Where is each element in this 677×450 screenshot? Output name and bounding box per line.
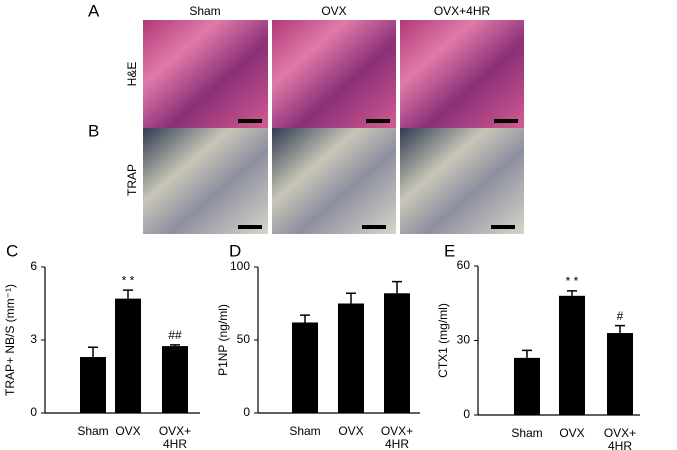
x-tick-label: OVX [559,426,584,440]
bar [559,295,585,415]
scale-bars [238,119,518,229]
error-bar [300,314,310,323]
y-tick-label: 30 [457,333,471,347]
bar [384,293,410,413]
significance-label: ## [168,328,182,342]
row-label: TRAP [125,164,139,196]
x-tick-label: Sham [289,424,320,438]
row-label: H&E [125,62,139,87]
he-image [143,20,268,128]
x-tick-label: OVX+ 4HR [159,424,191,450]
significance-label: # [617,309,624,323]
column-label: OVX [321,4,346,18]
error-bar [123,289,133,299]
y-axis-label: P1NP (ng/ml) [216,304,230,376]
column-label: OVX+4HR [434,4,491,18]
bar [162,346,188,413]
x-tick-label: OVX [115,424,140,438]
y-tick-label: 100 [230,259,250,273]
trap-image [272,128,396,234]
y-tick-label: 3 [30,332,37,346]
panel-label: D [229,241,241,260]
panel-label: A [88,1,100,20]
significance-label: * * [122,273,135,287]
x-tick-label: Sham [511,426,542,440]
panel-label: B [88,121,99,140]
histology-images [143,20,524,234]
y-tick-label: 0 [463,407,470,421]
bar [292,322,318,413]
error-bar [346,292,356,304]
column-label: Sham [189,4,220,18]
y-tick-label: 60 [457,258,471,272]
bar [607,333,633,415]
y-tick-label: 0 [243,405,250,419]
y-tick-label: 6 [30,259,37,273]
error-bar [170,344,180,347]
error-bar [522,349,532,358]
he-image [272,20,396,128]
bar [338,303,364,413]
error-bar [567,290,577,296]
panel-label: E [444,241,455,260]
trap-image [400,128,524,234]
bar [80,357,106,413]
y-tick-label: 0 [30,405,37,419]
x-tick-label: Sham [77,424,108,438]
x-tick-label: OVX+ 4HR [381,424,413,450]
y-tick-label: 50 [237,332,251,346]
bar [514,357,540,415]
trap-image [143,128,268,234]
x-tick-label: OVX+ 4HR [604,426,636,450]
he-image [400,20,524,128]
error-bar [88,346,98,358]
error-bar [392,280,402,294]
significance-label: * * [566,274,579,288]
panel-label: C [6,241,18,260]
y-axis-label: CTX1 (mg/ml) [436,303,450,378]
x-tick-label: OVX [338,424,363,438]
bar [115,298,141,413]
error-bar [615,324,625,334]
y-axis-label: TRAP+ NB/S (mm⁻¹) [3,284,17,396]
